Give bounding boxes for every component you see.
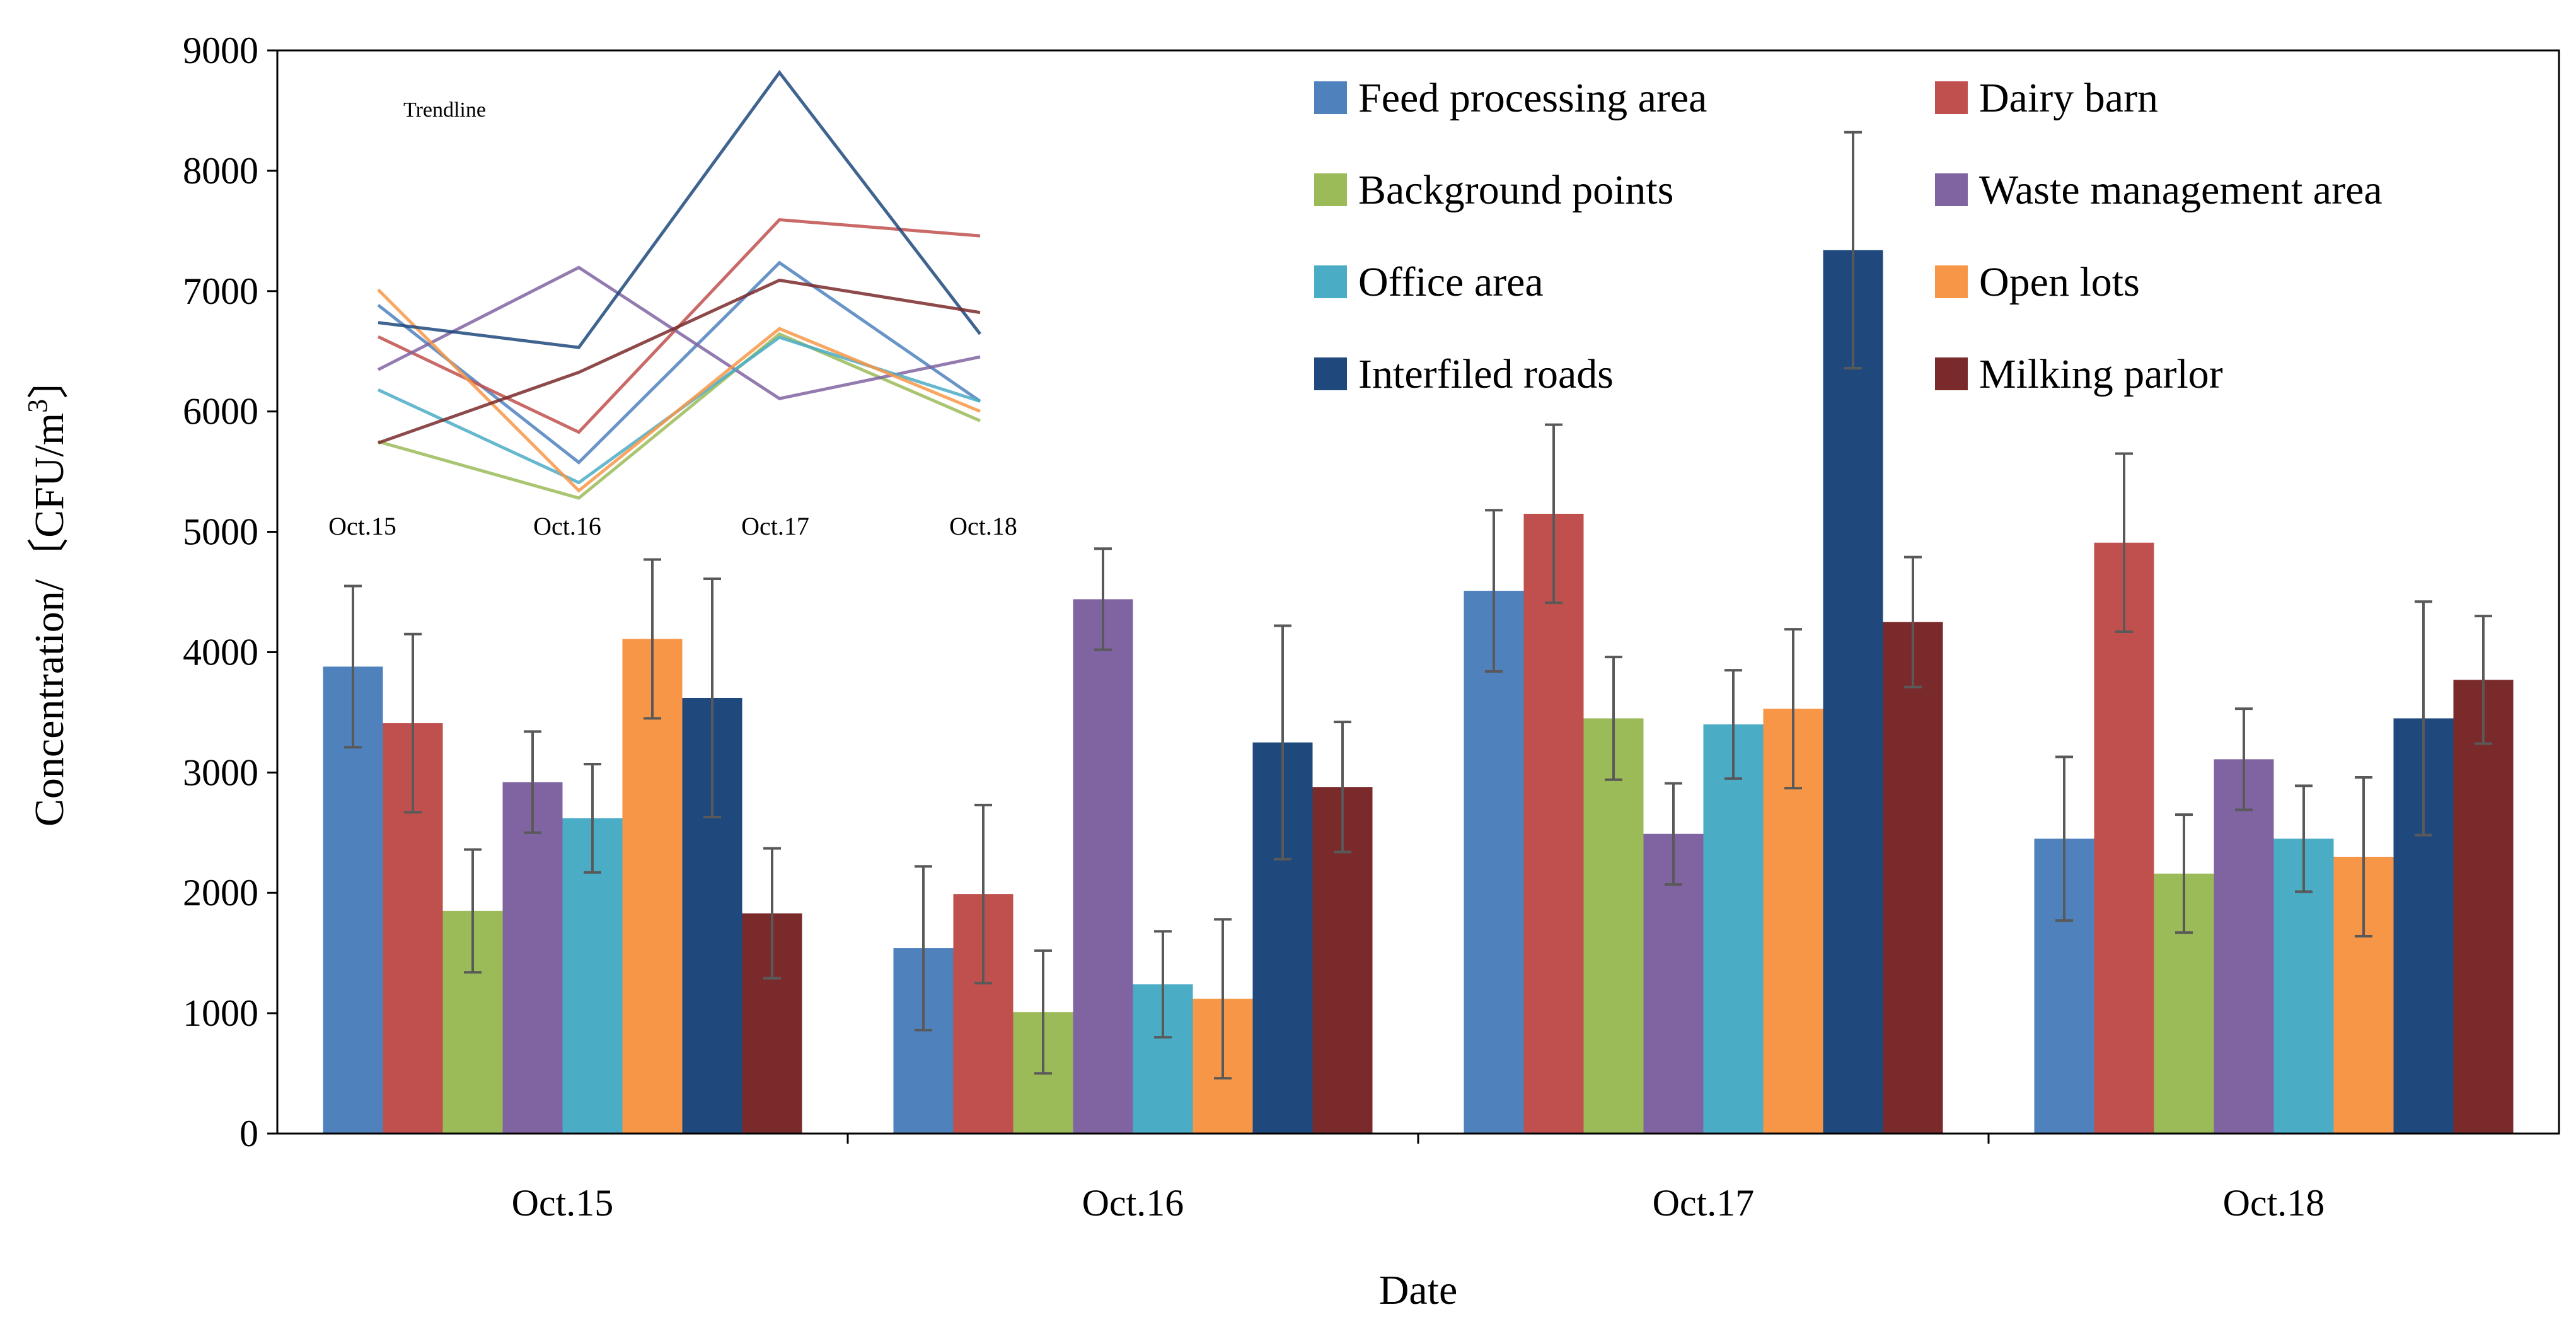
legend-label: Open lots <box>1979 259 2140 305</box>
bar <box>622 639 683 1134</box>
y-tick-label: 5000 <box>183 511 258 553</box>
inset-title: Trendline <box>403 98 486 122</box>
legend-label: Office area <box>1358 259 1544 305</box>
y-tick-label: 2000 <box>183 872 258 914</box>
inset-x-label: Oct.17 <box>741 512 809 540</box>
legend-swatch <box>1935 173 1968 206</box>
x-axis-title: Date <box>1379 1267 1458 1313</box>
y-tick-label: 8000 <box>183 150 258 192</box>
y-axis-title: Concentration/〔CFU/m3〕 <box>22 357 72 827</box>
legend-label: Interfiled roads <box>1358 351 1614 397</box>
trend-line <box>378 278 981 444</box>
bar <box>1073 599 1133 1134</box>
legend-swatch <box>1314 81 1347 114</box>
inset-x-label: Oct.16 <box>533 512 601 540</box>
legend-label: Feed processing area <box>1358 75 1707 121</box>
inset-x-label: Oct.15 <box>328 512 396 540</box>
trend-line <box>378 332 981 500</box>
x-tick-label: Oct.16 <box>1082 1182 1184 1224</box>
trend-line <box>377 288 981 493</box>
y-tick-label: 3000 <box>183 752 258 793</box>
y-tick-label: 7000 <box>183 270 258 312</box>
y-tick-label: 9000 <box>183 30 258 71</box>
y-axis-title-main: Concentration/〔CFU/m <box>26 413 72 827</box>
inset-x-label: Oct.18 <box>949 512 1017 540</box>
legend-swatch <box>1314 357 1347 390</box>
bar <box>1703 724 1764 1134</box>
legend-swatch <box>1314 173 1347 206</box>
bar <box>2214 759 2274 1134</box>
y-axis-title-superscript: 3 <box>22 399 53 413</box>
y-tick-label: 1000 <box>183 992 258 1034</box>
legend-label: Milking parlor <box>1979 351 2223 397</box>
bar <box>502 782 563 1134</box>
bar <box>1523 513 1584 1134</box>
x-tick-label: Oct.17 <box>1653 1182 1755 1224</box>
legend-label: Background points <box>1358 167 1673 213</box>
y-tick-label: 6000 <box>183 391 258 432</box>
bar <box>2094 542 2154 1134</box>
x-tick-label: Oct.18 <box>2223 1182 2325 1224</box>
legend-swatch <box>1935 265 1968 298</box>
legend-swatch <box>1935 357 1968 390</box>
trend-line <box>377 265 981 400</box>
legend-swatch <box>1314 265 1347 298</box>
y-tick-label: 0 <box>240 1113 258 1154</box>
bar <box>1883 622 1943 1134</box>
y-axis-title-close: 〕 <box>26 357 72 399</box>
bar <box>1583 718 1644 1134</box>
y-tick-label: 4000 <box>183 631 258 673</box>
bar <box>1823 250 1883 1134</box>
legend-label: Waste management area <box>1979 167 2383 213</box>
bar <box>2453 680 2514 1134</box>
x-tick-label: Oct.15 <box>512 1182 614 1224</box>
legend-swatch <box>1935 81 1968 114</box>
legend-label: Dairy barn <box>1979 75 2158 121</box>
bar <box>1464 591 1524 1134</box>
trend-line <box>378 69 981 349</box>
